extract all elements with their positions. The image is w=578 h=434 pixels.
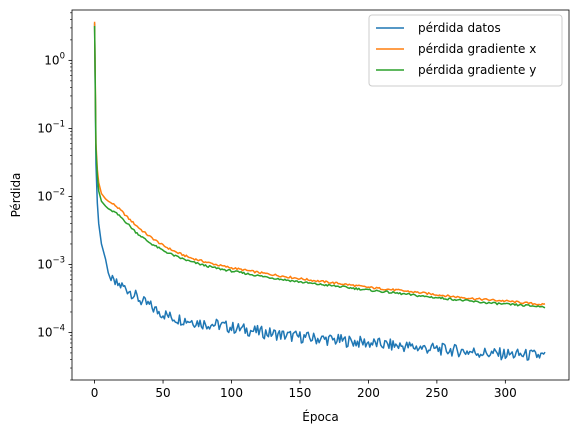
x-axis-label: Época [302, 409, 339, 424]
y-tick-label: 10−1 [37, 119, 65, 135]
y-tick-label: 10−4 [37, 323, 65, 339]
x-tick-label: 150 [289, 386, 312, 400]
legend-label-3: pérdida gradiente y [418, 63, 536, 77]
x-ticks: 0 50 100 150 200 250 300 [91, 380, 517, 400]
x-tick-label: 200 [357, 386, 380, 400]
x-tick-label: 250 [425, 386, 448, 400]
y-ticks: 10−4 10−3 10−2 10−1 100 [37, 12, 72, 381]
x-tick-label: 0 [91, 386, 99, 400]
legend-label-2: pérdida gradiente x [418, 42, 536, 56]
legend: pérdida datos pérdida gradiente x pérdida … [368, 14, 563, 87]
y-tick-label: 10−3 [37, 255, 65, 271]
series-line-3 [93, 25, 546, 309]
x-tick-label: 300 [494, 386, 517, 400]
axes-frame [71, 9, 570, 381]
series-line-1 [93, 23, 546, 361]
y-tick-label: 10−2 [37, 187, 65, 203]
x-tick-label: 100 [220, 386, 243, 400]
y-tick-label: 100 [44, 51, 65, 67]
y-axis-label: Pérdida [9, 173, 23, 218]
legend-label-1: pérdida datos [418, 21, 501, 35]
x-tick-label: 50 [155, 386, 170, 400]
legend-box [368, 14, 563, 87]
series-line-2 [93, 21, 546, 306]
series-layer [93, 21, 546, 361]
